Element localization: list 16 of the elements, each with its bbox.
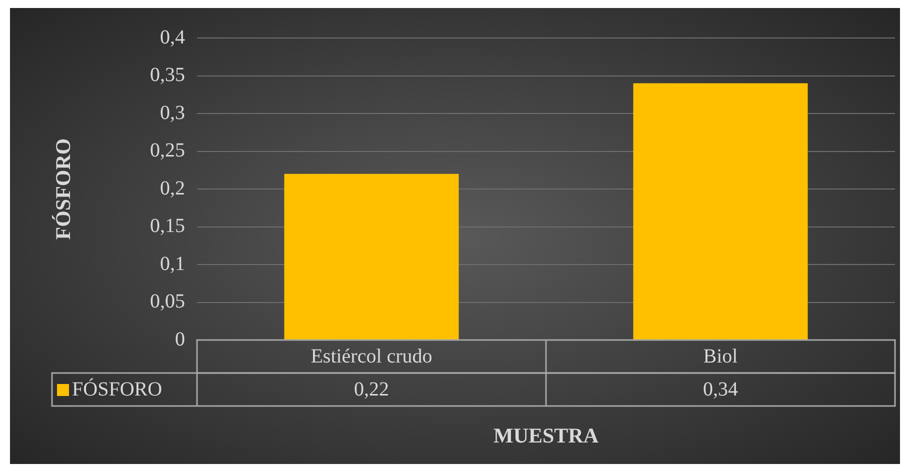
x-axis-title: MUESTRA: [493, 423, 600, 448]
y-tick-label: 0,05: [150, 290, 185, 312]
y-tick-label: 0,2: [160, 177, 185, 200]
y-tick-label: 0,3: [160, 102, 185, 124]
x-tick-label: Estiércol crudo: [310, 345, 432, 368]
data-label: 0,34: [703, 378, 738, 400]
y-tick-label: 0,1: [160, 252, 185, 275]
x-tick-label: Biol: [703, 345, 738, 368]
y-tick-label: 0,4: [160, 26, 185, 48]
y-axis-title: FÓSFORO: [51, 138, 76, 240]
y-tick-label: 0,35: [150, 64, 185, 86]
y-tick-label: 0,15: [150, 215, 185, 237]
y-tick-label: 0: [175, 328, 185, 350]
data-label: 0,22: [354, 378, 389, 400]
legend-label: FÓSFORO: [72, 377, 162, 400]
y-tick-label: 0,25: [150, 140, 185, 162]
